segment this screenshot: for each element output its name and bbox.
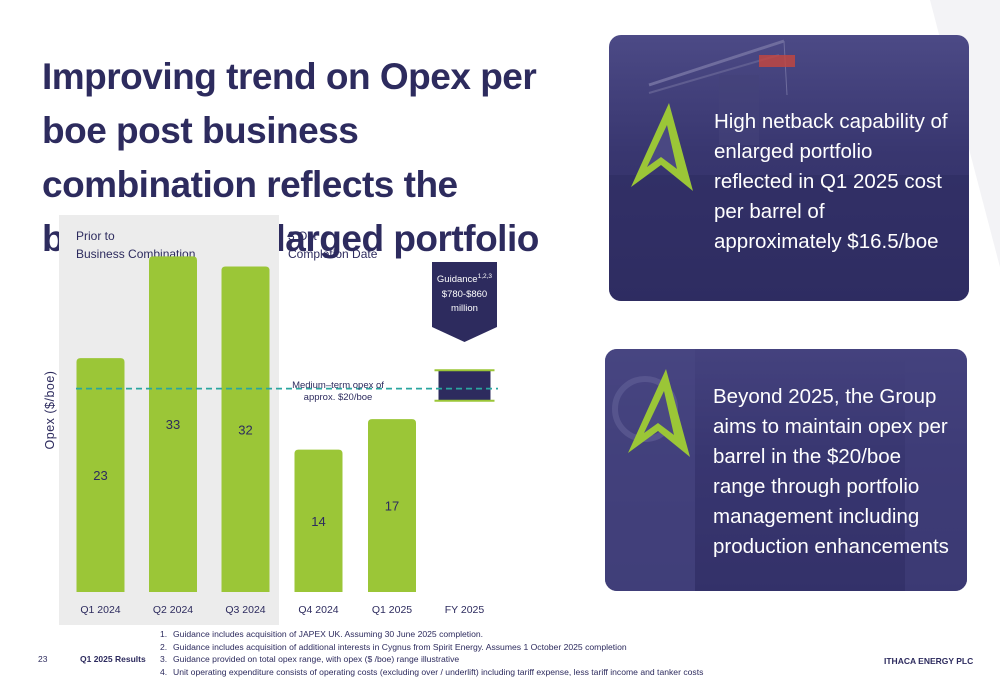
bar-value-label: 23: [93, 468, 107, 483]
bar-q1-2024: [76, 358, 125, 592]
completion-date-label-line2: Completion Date: [288, 247, 378, 261]
guidance-range-marker: [434, 369, 495, 402]
footnote-number: 3.: [160, 654, 168, 665]
footnote-4: 4. Unit operating expenditure consists of…: [160, 666, 703, 679]
footnote-number: 4.: [160, 666, 168, 677]
ithaca-arrow-icon: [631, 103, 693, 191]
footnote-2: 2. Guidance includes acquisition of addit…: [160, 641, 703, 654]
footnotes: 1. Guidance includes acquisition of JAPEX…: [160, 628, 703, 678]
bar-value-label: 14: [311, 514, 325, 529]
x-tick-label: Q2 2024: [153, 604, 193, 616]
footnote-text: Guidance includes acquisition of JAPEX U…: [173, 629, 484, 639]
x-tick-label: Q3 2024: [225, 604, 265, 616]
bar-q2-2024: [149, 256, 197, 592]
report-name: Q1 2025 Results: [80, 654, 146, 664]
prior-period-label-line1: Prior to: [76, 229, 115, 243]
netback-card: High netback capability of enlarged port…: [609, 35, 969, 301]
guidance-unit-text: million: [451, 303, 478, 314]
bar-value-label: 32: [238, 422, 252, 437]
bar-q1-2025: [368, 419, 416, 592]
x-tick-label: FY 2025: [445, 604, 485, 616]
footnote-text: Guidance provided on total opex range, w…: [173, 654, 460, 665]
footnote-number: 1.: [160, 629, 168, 639]
guidance-arrow-box: [432, 262, 497, 342]
opex-outlook-card-text: Beyond 2025, the Group aims to maintain …: [713, 385, 949, 558]
guidance-range-text: $780-$860: [442, 289, 487, 300]
guidance-callout: Guidance1,2,3 $780-$860 million: [432, 262, 497, 342]
value-labels-layer: 23 33 32 14 17: [93, 417, 399, 529]
medium-term-opex-label-line1: Medium–term opex of: [292, 380, 384, 391]
footnote-3: 3. Guidance provided on total opex range,…: [160, 653, 703, 666]
y-axis-label: Opex ($/boe): [43, 371, 57, 450]
bar-q3-2024: [221, 266, 270, 592]
guidance-title: Guidance1,2,3: [437, 273, 493, 285]
guidance-range-box: [438, 370, 491, 401]
x-tick-label: Q1 2025: [372, 604, 412, 616]
x-tick-label: Q1 2024: [80, 604, 120, 616]
opex-outlook-card: Beyond 2025, the Group aims to maintain …: [605, 349, 967, 591]
opex-bar-chart: Prior to Business Combination 3 Oct Comp…: [43, 215, 498, 625]
footnote-text: Guidance includes acquisition of additio…: [173, 641, 627, 652]
company-name: ITHACA ENERGY PLC: [884, 656, 974, 666]
x-tick-labels-layer: Q1 2024 Q2 2024 Q3 2024 Q4 2024 Q1 2025 FY 20…: [80, 604, 484, 616]
bar-value-label: 33: [166, 417, 180, 432]
bar-value-label: 17: [385, 499, 399, 514]
bar-q4-2024: [294, 449, 343, 592]
page-number: 23: [38, 654, 48, 664]
footnote-text: Unit operating expenditure consists of o…: [173, 666, 704, 677]
completion-date-label-line1: 3 Oct: [288, 229, 317, 243]
guidance-word: Guidance: [437, 274, 478, 285]
footnote-number: 2.: [160, 641, 168, 652]
guidance-superscript: 1,2,3: [478, 273, 493, 280]
ithaca-arrow-icon: [628, 369, 690, 457]
x-tick-label: Q4 2024: [298, 604, 338, 616]
netback-card-text: High netback capability of enlarged port…: [714, 110, 948, 253]
footnote-1: 1. Guidance includes acquisition of JAPEX…: [160, 628, 703, 641]
medium-term-opex-label-line2: approx. $20/boe: [304, 392, 373, 403]
offshore-crane-photo: [609, 39, 969, 301]
bars-layer: [76, 256, 416, 592]
